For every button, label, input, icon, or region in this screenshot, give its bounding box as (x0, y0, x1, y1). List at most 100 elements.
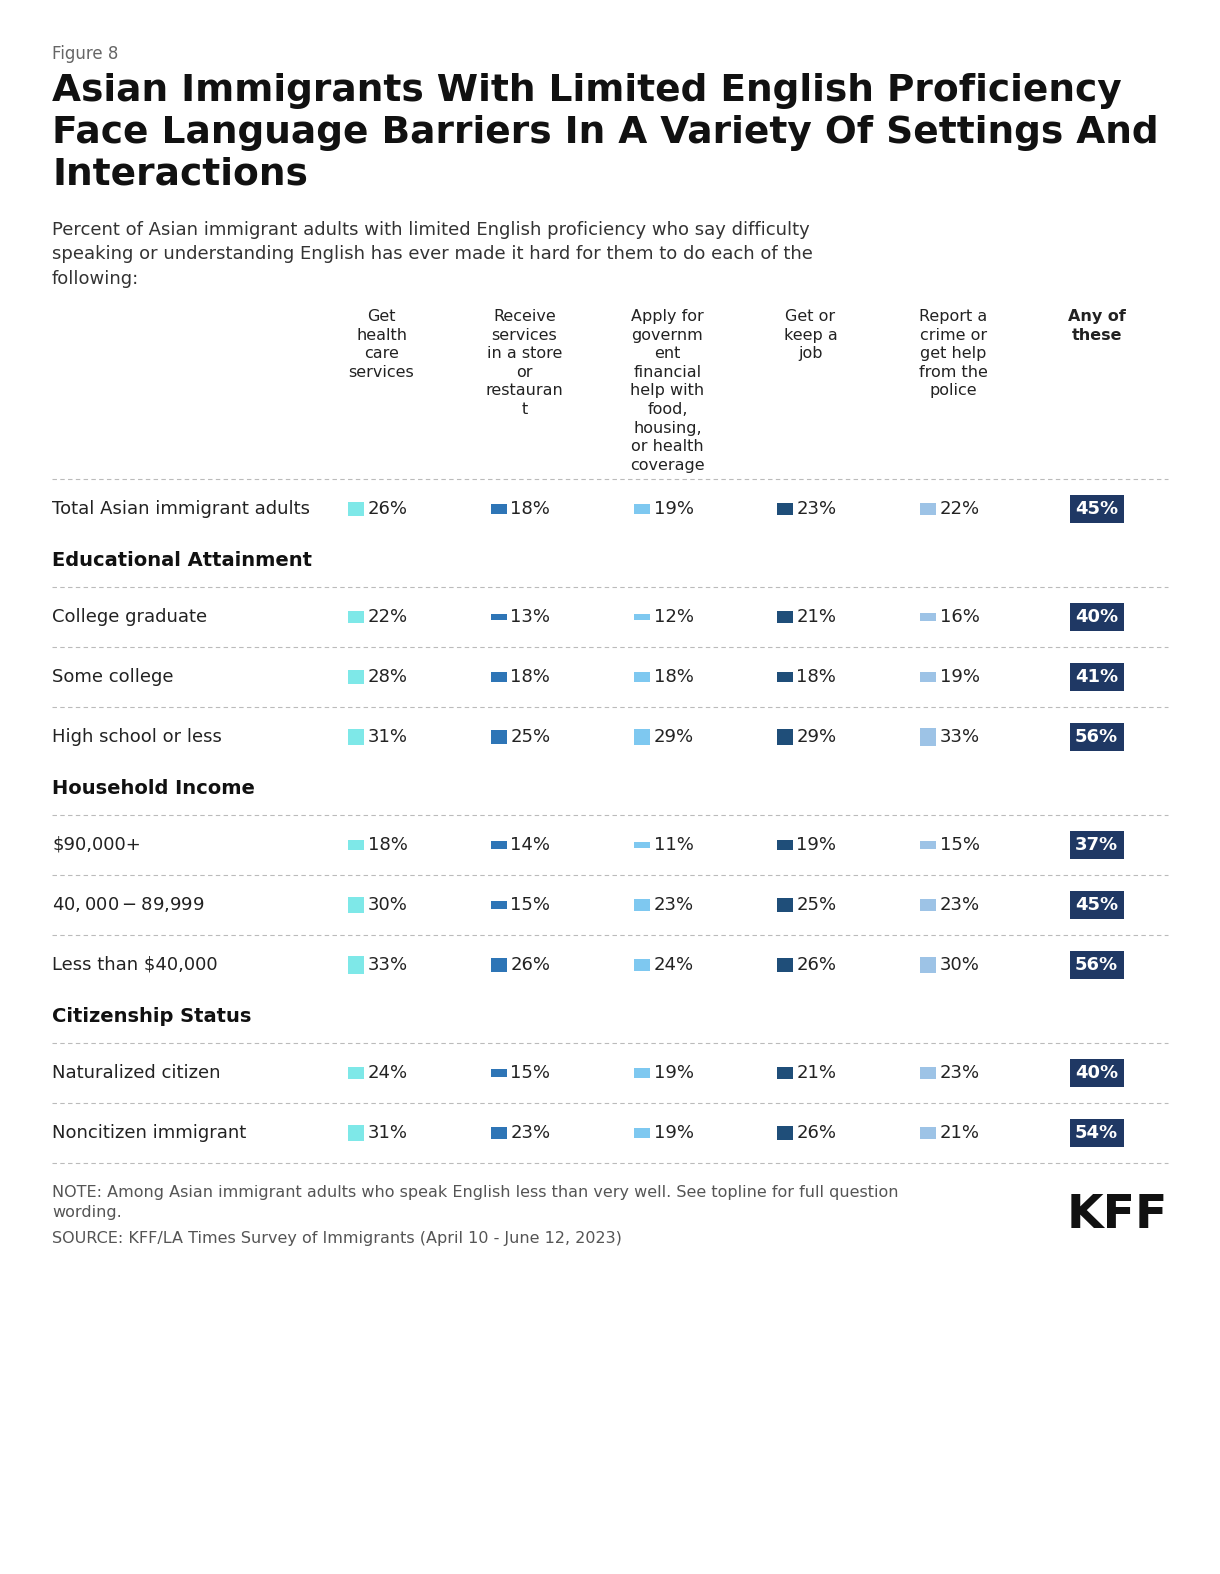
Text: 28%: 28% (367, 667, 407, 686)
Text: 18%: 18% (510, 501, 550, 518)
Bar (348, 955, 364, 974)
Text: 19%: 19% (797, 836, 837, 855)
Text: College graduate: College graduate (52, 608, 207, 626)
Text: 19%: 19% (654, 1064, 693, 1081)
Text: 21%: 21% (939, 1124, 980, 1143)
Text: 45%: 45% (1075, 896, 1118, 914)
Text: Some college: Some college (52, 667, 173, 686)
Bar (490, 504, 506, 513)
Text: 19%: 19% (654, 501, 693, 518)
Text: Get
health
care
services: Get health care services (349, 309, 415, 379)
Bar (490, 959, 506, 971)
Text: 54%: 54% (1075, 1124, 1118, 1143)
Bar (490, 672, 506, 682)
Bar (776, 1125, 793, 1140)
Text: 40%: 40% (1075, 608, 1118, 626)
Text: 31%: 31% (367, 729, 407, 746)
Text: 40%: 40% (1075, 1064, 1118, 1081)
Bar (1070, 494, 1124, 523)
Bar (1070, 951, 1124, 979)
Bar (490, 900, 506, 910)
Bar (776, 899, 793, 911)
Text: 56%: 56% (1075, 729, 1118, 746)
Bar (1070, 603, 1124, 631)
Text: 30%: 30% (939, 955, 980, 974)
Text: Percent of Asian immigrant adults with limited English proficiency who say diffi: Percent of Asian immigrant adults with l… (52, 220, 813, 288)
Bar (633, 729, 649, 745)
Text: Get or
keep a
job: Get or keep a job (783, 309, 837, 360)
Text: 31%: 31% (367, 1124, 407, 1143)
Text: 21%: 21% (797, 1064, 837, 1081)
Text: SOURCE: KFF/LA Times Survey of Immigrants (April 10 - June 12, 2023): SOURCE: KFF/LA Times Survey of Immigrant… (52, 1231, 622, 1247)
Bar (490, 1069, 506, 1077)
Text: Educational Attainment: Educational Attainment (52, 551, 312, 570)
Bar (348, 669, 364, 685)
Text: 24%: 24% (367, 1064, 407, 1081)
Bar (490, 730, 506, 743)
Bar (920, 899, 936, 911)
Text: Naturalized citizen: Naturalized citizen (52, 1064, 221, 1081)
Text: 45%: 45% (1075, 501, 1118, 518)
Text: 33%: 33% (939, 729, 980, 746)
Text: 25%: 25% (797, 896, 837, 914)
Bar (920, 1067, 936, 1080)
Text: High school or less: High school or less (52, 729, 222, 746)
Text: 16%: 16% (939, 608, 980, 626)
Text: 26%: 26% (367, 501, 407, 518)
Bar (348, 841, 364, 850)
Text: 14%: 14% (510, 836, 550, 855)
Bar (1070, 1119, 1124, 1147)
Text: 30%: 30% (367, 896, 407, 914)
Text: 24%: 24% (654, 955, 694, 974)
Text: KFF: KFF (1066, 1193, 1168, 1239)
Bar (776, 841, 793, 850)
Bar (920, 1127, 936, 1138)
Bar (348, 1125, 364, 1141)
Bar (348, 897, 364, 913)
Bar (490, 614, 506, 620)
Text: 18%: 18% (510, 667, 550, 686)
Text: 37%: 37% (1075, 836, 1118, 855)
Bar (920, 612, 936, 622)
Text: 29%: 29% (797, 729, 837, 746)
Text: 23%: 23% (654, 896, 694, 914)
Bar (633, 1067, 649, 1078)
Bar (920, 729, 936, 746)
Text: 33%: 33% (367, 955, 407, 974)
Text: Figure 8: Figure 8 (52, 46, 118, 63)
Bar (633, 504, 649, 515)
Text: 23%: 23% (510, 1124, 550, 1143)
Bar (1070, 663, 1124, 691)
Text: 26%: 26% (510, 955, 550, 974)
Bar (920, 957, 936, 973)
Bar (633, 672, 649, 682)
Bar (490, 841, 506, 848)
Bar (776, 959, 793, 971)
Text: Report a
crime or
get help
from the
police: Report a crime or get help from the poli… (919, 309, 988, 398)
Text: NOTE: Among Asian immigrant adults who speak English less than very well. See to: NOTE: Among Asian immigrant adults who s… (52, 1185, 898, 1220)
Text: Household Income: Household Income (52, 779, 255, 798)
Text: 23%: 23% (939, 1064, 980, 1081)
Text: Citizenship Status: Citizenship Status (52, 1007, 251, 1026)
Bar (776, 672, 793, 682)
Bar (490, 1127, 506, 1140)
Bar (633, 899, 649, 911)
Text: 41%: 41% (1075, 667, 1118, 686)
Text: 21%: 21% (797, 608, 837, 626)
Text: 15%: 15% (510, 896, 550, 914)
Text: Receive
services
in a store
or
restauran
t: Receive services in a store or restauran… (486, 309, 564, 417)
Bar (776, 502, 793, 515)
Text: 13%: 13% (510, 608, 550, 626)
Bar (920, 841, 936, 848)
Text: 18%: 18% (797, 667, 837, 686)
Text: 15%: 15% (939, 836, 980, 855)
Bar (776, 729, 793, 745)
Bar (348, 502, 364, 516)
Bar (633, 959, 649, 971)
Text: 23%: 23% (797, 501, 837, 518)
Bar (1070, 1059, 1124, 1088)
Text: 19%: 19% (939, 667, 980, 686)
Bar (776, 611, 793, 623)
Bar (920, 672, 936, 682)
Text: 12%: 12% (654, 608, 693, 626)
